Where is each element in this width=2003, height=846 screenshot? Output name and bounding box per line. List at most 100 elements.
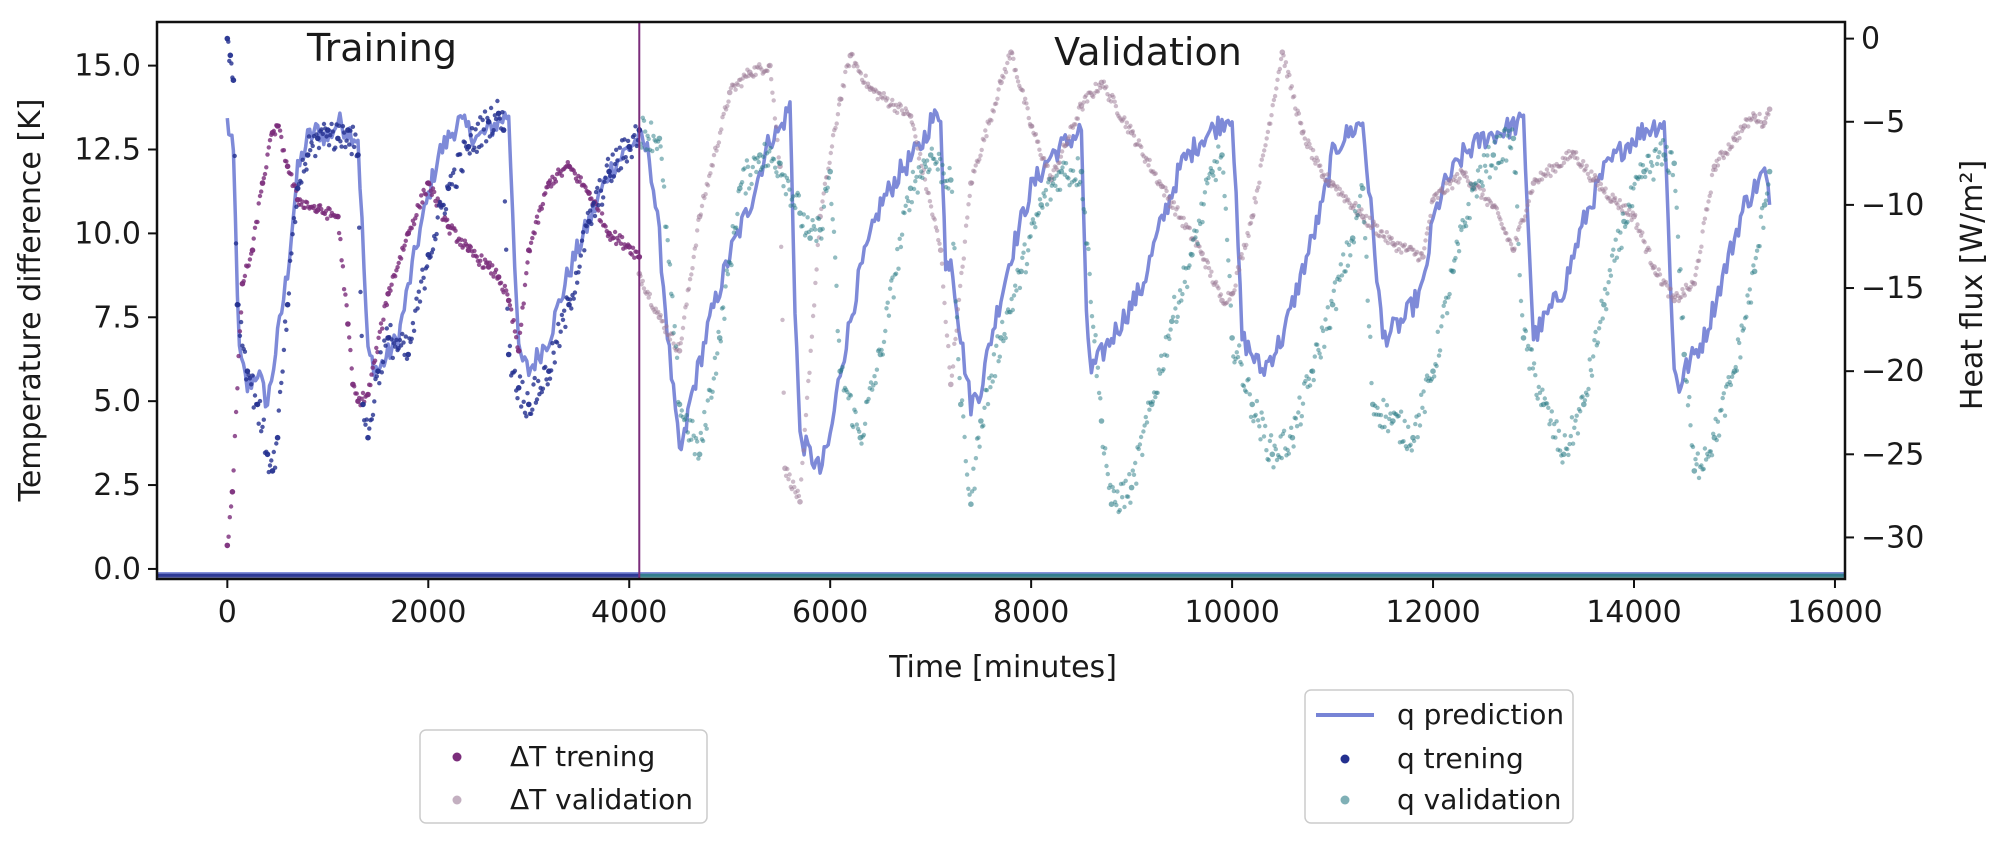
scatter-dot-dt-validation: [1481, 187, 1486, 193]
scatter-dot-q-validation: [1211, 173, 1216, 178]
scatter-dot-q-validation: [1467, 215, 1472, 221]
scatter-dot-dt-validation: [1268, 121, 1273, 126]
scatter-dot-q-validation: [899, 232, 905, 237]
scatter-dot-q-validation: [1052, 176, 1057, 181]
scatter-dot-q-validation: [1082, 210, 1088, 215]
scatter-dot-dt-validation: [820, 199, 825, 204]
scatter-dot-q-validation: [1513, 170, 1519, 176]
scatter-dot-q-validation: [1766, 182, 1771, 187]
scatter-dot-q-validation: [1378, 412, 1384, 418]
scatter-dot-q-validation: [1663, 157, 1668, 162]
scatter-dot-q-validation: [1325, 305, 1331, 310]
scatter-dot-dt-validation: [1456, 180, 1461, 185]
scatter-dot-q-validation: [873, 380, 878, 386]
scatter-dot-dt-trening: [539, 206, 544, 211]
scatter-dot-dt-trening: [264, 165, 269, 170]
scatter-dot-q-trening: [528, 411, 534, 416]
scatter-dot-q-trening: [480, 117, 485, 123]
series-dt-validation: [636, 49, 1773, 505]
scatter-dot-dt-validation: [1530, 189, 1535, 194]
scatter-dot-q-trening: [290, 232, 295, 237]
scatter-dot-q-validation: [643, 129, 648, 134]
scatter-dot-dt-trening: [279, 134, 284, 140]
scatter-dot-q-trening: [352, 144, 357, 150]
scatter-dot-q-validation: [1401, 439, 1406, 444]
scatter-dot-q-validation: [1462, 220, 1468, 225]
scatter-dot-q-validation: [1264, 448, 1269, 453]
scatter-dot-q-validation: [1764, 191, 1770, 196]
scatter-dot-q-validation: [1437, 348, 1443, 353]
point-q-trening: [566, 301, 572, 308]
scatter-dot-dt-validation: [1634, 225, 1639, 231]
scatter-dot-dt-trening: [495, 276, 500, 281]
scatter-dot-q-validation: [997, 354, 1002, 359]
scatter-dot-q-validation: [1591, 354, 1596, 359]
scatter-dot-q-validation: [1137, 442, 1143, 447]
scatter-dot-q-validation: [995, 334, 1000, 339]
scatter-dot-q-trening: [458, 152, 463, 157]
scatter-dot-dt-trening: [339, 258, 344, 263]
scatter-dot-dt-validation: [1281, 53, 1286, 58]
scatter-dot-dt-validation: [1581, 159, 1586, 164]
scatter-dot-q-validation: [1223, 206, 1229, 211]
scatter-dot-q-trening: [260, 424, 265, 430]
scatter-dot-q-validation: [1110, 485, 1115, 490]
scatter-dot-q-validation: [711, 376, 716, 381]
scatter-dot-q-trening: [259, 429, 264, 434]
scatter-dot-q-validation: [722, 316, 727, 321]
scatter-dot-q-validation: [1582, 398, 1588, 403]
scatter-dot-q-validation: [1542, 396, 1548, 401]
scatter-dot-dt-validation: [664, 324, 669, 329]
scatter-dot-q-validation: [1333, 306, 1339, 312]
scatter-dot-q-validation: [989, 373, 994, 378]
scatter-dot-q-validation: [1459, 227, 1464, 233]
scatter-dot-dt-trening: [517, 330, 523, 335]
scatter-dot-q-validation: [1268, 433, 1274, 438]
scatter-dot-dt-validation: [705, 183, 711, 188]
scatter-dot-q-validation: [1356, 203, 1362, 209]
scatter-dot-q-validation: [1021, 250, 1026, 255]
scatter-dot-dt-validation: [962, 239, 968, 244]
scatter-dot-q-validation: [830, 217, 835, 222]
scatter-dot-dt-validation: [1736, 130, 1741, 135]
scatter-dot-q-validation: [1475, 168, 1481, 173]
scatter-dot-dt-validation: [1539, 177, 1545, 182]
scatter-dot-q-validation: [1122, 504, 1127, 510]
scatter-dot-q-validation: [749, 181, 754, 187]
scatter-dot-q-validation: [1539, 402, 1544, 408]
scatter-dot-q-validation: [1439, 324, 1444, 329]
scatter-dot-q-validation: [883, 328, 888, 334]
scatter-dot-q-validation: [1167, 336, 1172, 342]
scatter-dot-q-validation: [1592, 338, 1597, 343]
scatter-dot-dt-trening: [277, 128, 283, 133]
scatter-dot-q-validation: [1125, 494, 1131, 499]
scatter-dot-q-validation: [1709, 453, 1715, 458]
scatter-dot-dt-validation: [952, 341, 957, 346]
scatter-dot-q-validation: [704, 426, 709, 431]
scatter-dot-q-validation: [893, 271, 899, 276]
scatter-dot-q-validation: [1353, 209, 1358, 214]
scatter-dot-dt-validation: [1602, 190, 1607, 195]
scatter-dot-q-trening: [326, 143, 332, 148]
scatter-dot-dt-validation: [733, 87, 738, 92]
scatter-dot-dt-validation: [1007, 56, 1012, 61]
scatter-dot-dt-trening: [599, 211, 605, 216]
x-tick-label: 16000: [1787, 595, 1882, 630]
scatter-dot-q-validation: [1673, 188, 1678, 194]
scatter-dot-dt-validation: [801, 448, 806, 453]
scatter-dot-q-validation: [1205, 181, 1210, 186]
scatter-dot-dt-trening: [349, 366, 354, 371]
scatter-dot-q-trening: [271, 449, 276, 455]
scatter-dot-dt-validation: [682, 315, 687, 320]
scatter-dot-dt-validation: [1682, 293, 1688, 298]
scatter-dot-dt-validation: [1073, 122, 1078, 127]
scatter-dot-q-validation: [1227, 273, 1232, 279]
scatter-dot-dt-validation: [719, 127, 724, 132]
legend-left-box: [419, 729, 708, 824]
scatter-dot-q-trening: [593, 189, 599, 195]
scatter-dot-q-validation: [1319, 325, 1325, 330]
scatter-dot-q-validation: [747, 186, 752, 191]
y-right-tick-label: −10: [1861, 188, 1924, 223]
scatter-dot-q-validation: [787, 187, 792, 192]
scatter-dot-q-validation: [982, 405, 987, 410]
